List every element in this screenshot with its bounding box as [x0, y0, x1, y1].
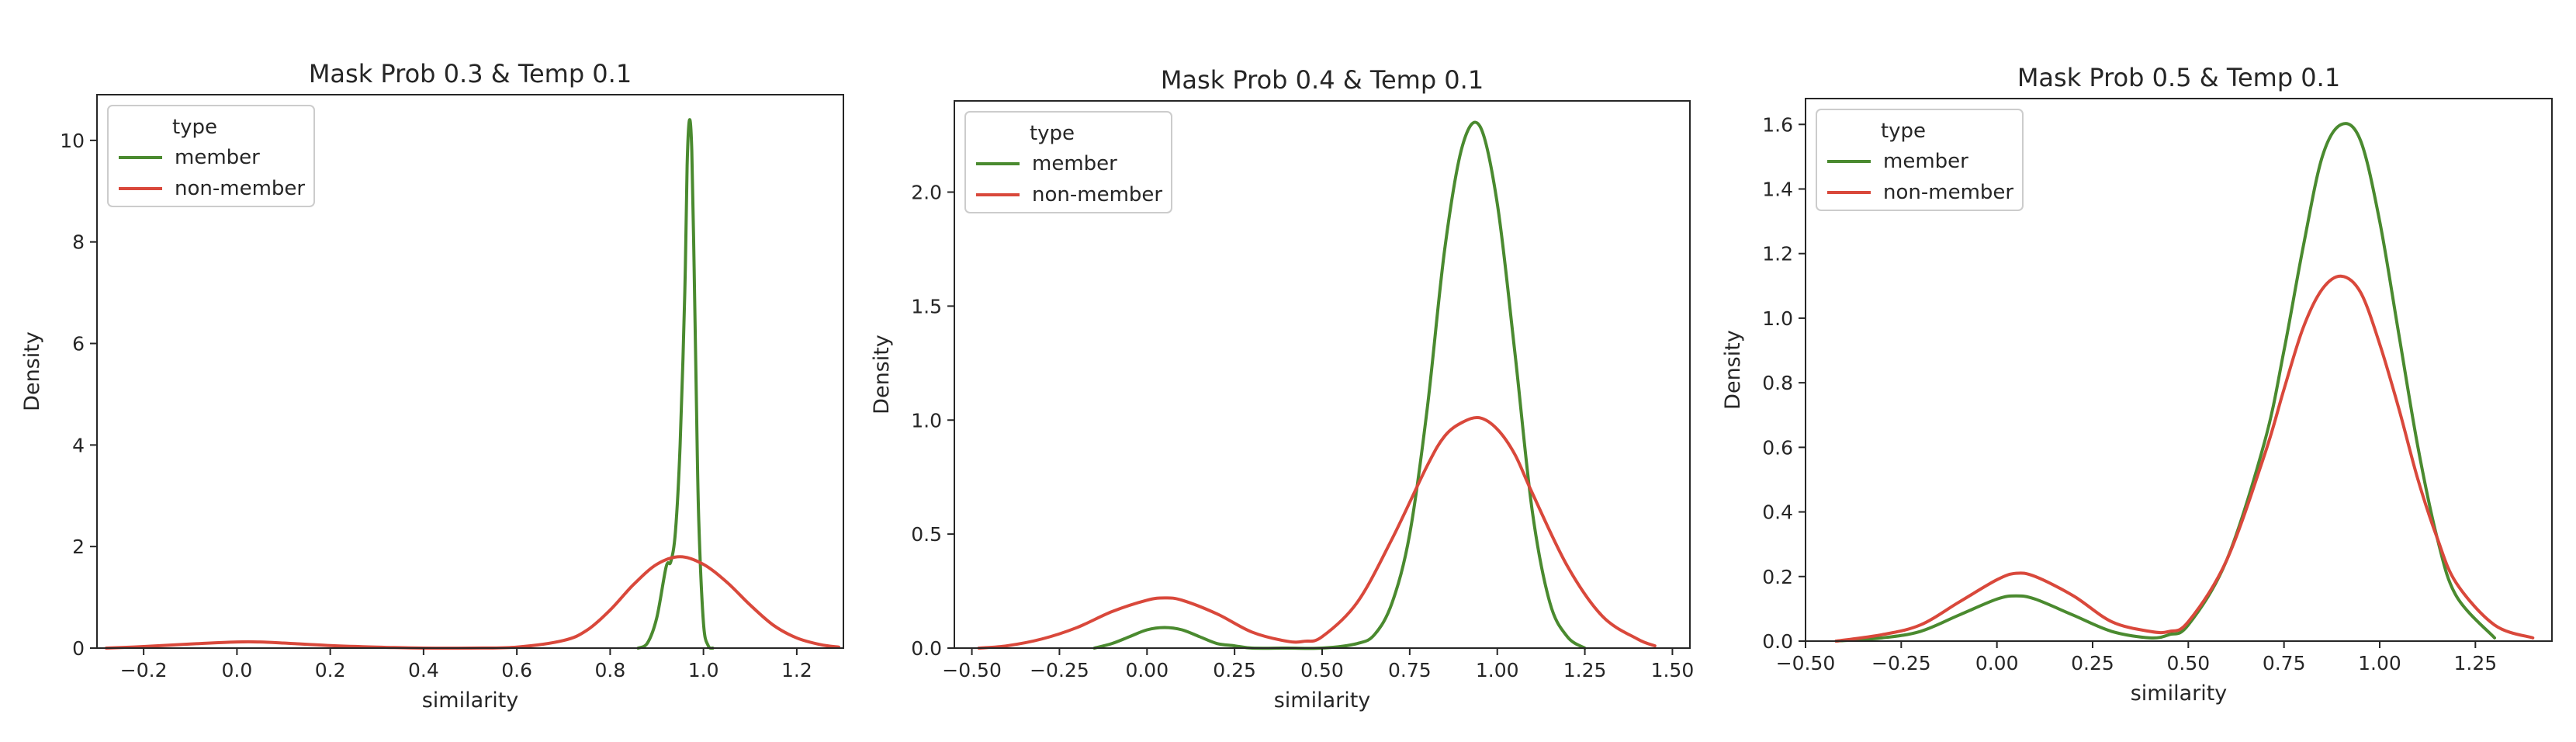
y-tick-label: 1.0: [1762, 307, 1793, 330]
legend-entry-member: member: [175, 146, 260, 169]
chart-title: Mask Prob 0.4 & Temp 0.1: [1161, 65, 1484, 95]
legend-entry-member: member: [1883, 150, 1968, 173]
x-tick-label: 0.00: [1125, 659, 1169, 681]
legend: type member non-member: [1816, 109, 2024, 211]
legend: type member non-member: [964, 111, 1172, 213]
y-tick-label: 8: [72, 231, 85, 254]
x-tick-label: 0.4: [408, 659, 439, 681]
legend-entry-member: member: [1032, 152, 1117, 175]
y-tick-label: 0: [72, 637, 85, 660]
x-tick-label: −0.50: [942, 659, 1002, 681]
x-tick-label: −0.25: [1030, 659, 1089, 681]
x-tick-label: 0.50: [1300, 659, 1344, 681]
chart-title: Mask Prob 0.5 & Temp 0.1: [2017, 63, 2340, 92]
axes-frame: [1805, 98, 2553, 642]
panel-3: Mask Prob 0.5 & Temp 0.1 −0.50 −0.25 0.00 0.…: [1721, 63, 2553, 706]
y-axis-label: Density: [870, 335, 894, 414]
legend-title: type: [172, 116, 217, 139]
legend-entry-non-member: non-member: [1883, 181, 2013, 204]
legend-entry-non-member: non-member: [1032, 183, 1162, 206]
y-tick-label: 1.5: [911, 295, 942, 317]
y-tick-label: 1.4: [1762, 179, 1793, 201]
x-tick-label: 0.6: [501, 659, 532, 681]
x-tick-label: 1.2: [781, 659, 812, 681]
y-tick-label: 1.0: [911, 409, 942, 432]
y-tick-label: 6: [72, 333, 85, 355]
x-tick-label: −0.25: [1871, 652, 1931, 674]
legend-title: type: [1030, 122, 1075, 145]
legend-box: [964, 111, 1172, 213]
x-axis-label: similarity: [422, 688, 519, 713]
x-tick-label: 0.0: [221, 659, 252, 681]
y-tick-label: 0.4: [1762, 501, 1793, 524]
x-tick-label: 0.00: [1975, 652, 2019, 674]
x-tick-label: 1.00: [1476, 659, 1519, 681]
y-tick-label: 10: [60, 130, 85, 152]
panel-2: Mask Prob 0.4 & Temp 0.1 −0.50 −0.25 0.00 0.…: [870, 65, 1694, 713]
chart-title: Mask Prob 0.3 & Temp 0.1: [309, 59, 632, 88]
y-tick-label: 2.0: [911, 182, 942, 204]
legend: type member non-member: [107, 105, 315, 207]
x-tick-label: 0.75: [1388, 659, 1432, 681]
x-tick-label: 0.8: [594, 659, 625, 681]
y-axis-label: Density: [20, 331, 44, 411]
panel-1: Mask Prob 0.3 & Temp 0.1 −0.2 0.0 0.2 0.4 0.6…: [20, 59, 844, 713]
y-tick-label: 0.5: [911, 523, 942, 546]
x-tick-label: 0.25: [2071, 652, 2114, 674]
series-line-member: [636, 118, 715, 650]
legend-entry-non-member: non-member: [175, 177, 305, 200]
series-line-member: [1092, 120, 1587, 650]
x-tick-label: 1.0: [688, 659, 719, 681]
legend-title: type: [1881, 120, 1926, 143]
x-tick-label: −0.50: [1776, 652, 1836, 674]
axes-frame: [96, 94, 844, 649]
y-tick-label: 1.2: [1762, 243, 1793, 265]
y-tick-label: 0.2: [1762, 566, 1793, 588]
series-line-non-member: [977, 415, 1657, 650]
y-axis-label: Density: [1721, 330, 1745, 410]
x-tick-label: 1.25: [1563, 659, 1607, 681]
x-axis-label: similarity: [2131, 681, 2228, 706]
series-line-non-member: [105, 555, 840, 650]
y-tick-label: 0.6: [1762, 436, 1793, 459]
x-tick-label: 1.50: [1651, 659, 1695, 681]
x-tick-label: 1.00: [2358, 652, 2401, 674]
series-line-member: [1834, 122, 2496, 643]
y-tick-label: 1.6: [1762, 113, 1793, 136]
legend-box: [107, 105, 315, 207]
x-tick-label: 0.2: [315, 659, 346, 681]
x-tick-label: 0.50: [2166, 652, 2210, 674]
x-tick-label: −0.2: [120, 659, 168, 681]
x-tick-label: 0.75: [2263, 652, 2306, 674]
series-line-non-member: [1834, 274, 2535, 643]
y-tick-label: 4: [72, 434, 85, 456]
y-tick-label: 2: [72, 536, 85, 558]
y-tick-label: 0.8: [1762, 372, 1793, 394]
x-tick-label: 1.25: [2453, 652, 2497, 674]
y-tick-label: 0.0: [1762, 630, 1793, 653]
x-axis-label: similarity: [1274, 688, 1371, 713]
x-tick-label: 0.25: [1213, 659, 1256, 681]
legend-box: [1816, 109, 2024, 211]
y-tick-label: 0.0: [911, 637, 942, 660]
